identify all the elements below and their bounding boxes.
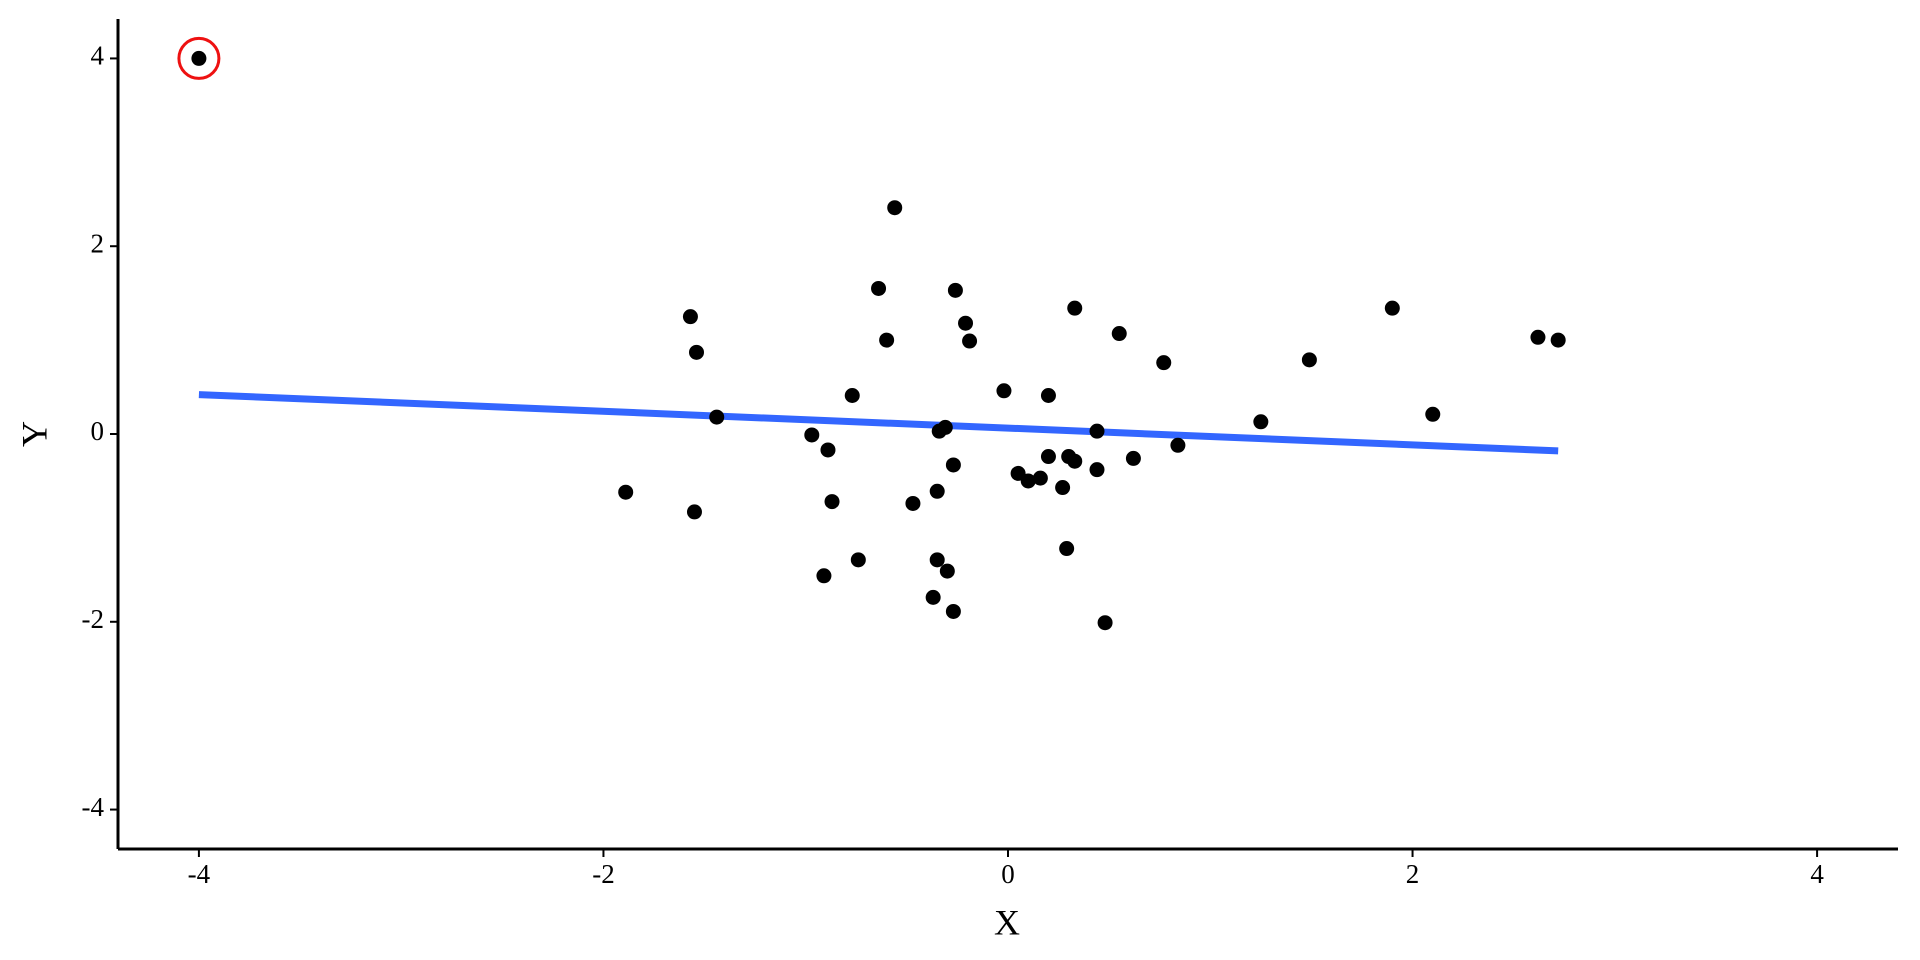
point: [804, 427, 820, 443]
x-tick-label: -4: [188, 859, 211, 889]
point: [1301, 352, 1317, 368]
point: [1156, 355, 1172, 371]
point: [937, 419, 953, 435]
point: [929, 552, 945, 568]
point: [925, 589, 941, 605]
point: [1067, 300, 1083, 316]
point: [1425, 406, 1441, 422]
highlight-ring: [177, 36, 221, 80]
point: [844, 388, 860, 404]
point: [709, 409, 725, 425]
point: [958, 315, 974, 331]
x-tick-label: 4: [1810, 859, 1824, 889]
y-axis-title: Y: [14, 421, 54, 447]
point: [1253, 414, 1269, 430]
point: [816, 568, 832, 584]
point: [871, 280, 887, 296]
point: [1089, 423, 1105, 439]
point: [850, 552, 866, 568]
point: [947, 282, 963, 298]
x-tick-label: 2: [1406, 859, 1420, 889]
point: [1170, 437, 1186, 453]
point: [945, 457, 961, 473]
point: [1550, 332, 1566, 348]
point: [905, 495, 921, 511]
point: [1384, 300, 1400, 316]
y-tick-label: -2: [82, 604, 105, 634]
point: [1067, 453, 1083, 469]
x-tick-label: -2: [592, 859, 615, 889]
point: [824, 494, 840, 510]
x-tick-label: 0: [1001, 859, 1015, 889]
point: [1530, 329, 1546, 345]
point: [682, 309, 698, 325]
y-tick-label: 2: [91, 228, 105, 258]
point: [1040, 388, 1056, 404]
regression-line: [198, 391, 1559, 455]
point: [939, 563, 955, 579]
point: [929, 483, 945, 499]
point: [1097, 615, 1113, 631]
point: [945, 603, 961, 619]
point: [618, 484, 634, 500]
point: [1059, 541, 1075, 557]
point: [1089, 462, 1105, 478]
point: [1032, 470, 1048, 486]
point: [686, 504, 702, 520]
point: [1055, 480, 1071, 496]
point: [1111, 326, 1127, 342]
y-tick-label: 0: [91, 416, 105, 446]
point: [1020, 473, 1036, 489]
point: [191, 50, 207, 66]
point: [689, 344, 704, 360]
point: [1040, 449, 1056, 465]
point: [996, 383, 1012, 399]
x-axis-title: X: [994, 902, 1020, 942]
point: [820, 442, 836, 458]
point: [887, 200, 903, 216]
point: [1125, 450, 1141, 466]
y-tick-label: 4: [91, 41, 105, 71]
point: [962, 333, 978, 349]
point: [879, 332, 895, 348]
y-tick-label: -4: [82, 792, 105, 822]
